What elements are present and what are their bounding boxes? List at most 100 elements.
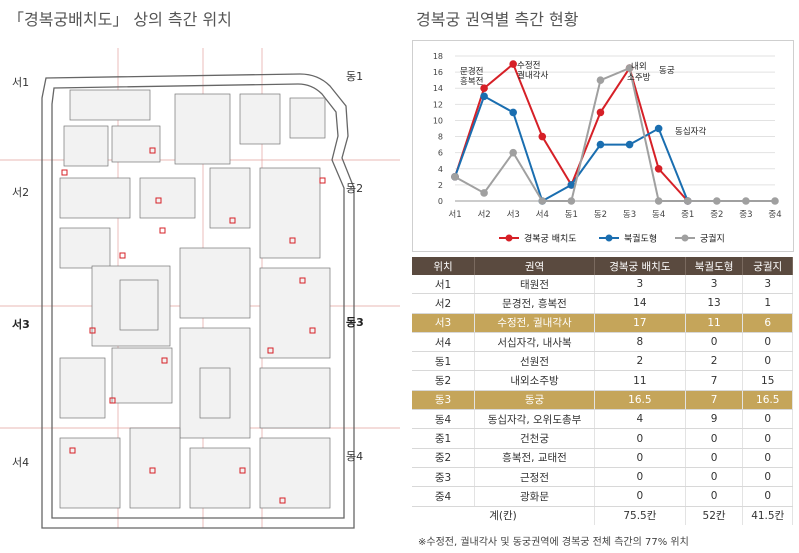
data-point bbox=[596, 108, 605, 117]
cell-area: 광화문 bbox=[474, 486, 595, 507]
cell-records: 0 bbox=[742, 428, 793, 449]
cell-palace-map: 0 bbox=[594, 428, 686, 449]
y-tick-label: 6 bbox=[438, 149, 443, 158]
cell-position: 중4 bbox=[412, 486, 475, 507]
annotation-label: 내외 bbox=[631, 61, 647, 72]
header-north-map: 북궐도형 bbox=[685, 257, 744, 275]
x-tick-label: 동1 bbox=[565, 210, 578, 220]
y-tick-label: 18 bbox=[433, 52, 443, 61]
cell-north-map: 2 bbox=[685, 351, 744, 372]
cell-palace-map: 17 bbox=[594, 313, 686, 333]
cell-records: 3 bbox=[742, 275, 793, 295]
data-point bbox=[596, 76, 605, 84]
table-body: 서1 태원전 3 3 3 서2 문경전, 흥복전 14 13 1 서3 수정전, 궐내각사 17 11 6 서… bbox=[412, 275, 793, 525]
footnote: ※수정전, 궐내각사 및 동궁권역에 경복궁 전체 측간의 77% 위치 bbox=[418, 537, 689, 548]
data-point bbox=[538, 197, 547, 205]
legend-marker bbox=[505, 234, 513, 242]
data-point bbox=[509, 60, 517, 68]
table-row: 동1 선원전 2 2 0 bbox=[412, 351, 793, 372]
header-position: 위치 bbox=[412, 257, 475, 275]
table-header-row: 위치 권역 경복궁 배치도 북궐도형 궁궐지 bbox=[412, 257, 793, 275]
toilet-count-table: 위치 권역 경복궁 배치도 북궐도형 궁궐지 서1 태원전 3 3 3 서2 문경전, 흥복… bbox=[412, 257, 793, 525]
map-label-west3: 서3 bbox=[12, 317, 30, 331]
cell-palace-map: 4 bbox=[594, 409, 686, 430]
cell-north-map: 7 bbox=[685, 390, 744, 411]
table-row: 중2 흥복전, 교태전 0 0 0 bbox=[412, 448, 793, 468]
cell-north-map: 7 bbox=[685, 370, 744, 391]
cell-area: 문경전, 흥복전 bbox=[474, 293, 595, 314]
cell-palace-map: 0 bbox=[594, 448, 686, 468]
cell-north-map: 0 bbox=[685, 467, 744, 488]
cell-position: 동2 bbox=[412, 370, 475, 391]
map-label-east3: 동3 bbox=[346, 316, 364, 329]
data-point bbox=[509, 148, 517, 157]
cell-position: 서2 bbox=[412, 293, 475, 314]
table-row: 중1 건천궁 0 0 0 bbox=[412, 428, 793, 449]
cell-area: 근정전 bbox=[474, 467, 595, 488]
cell-palace-map: 14 bbox=[594, 293, 686, 314]
data-point bbox=[771, 197, 779, 205]
x-tick-label: 동4 bbox=[652, 210, 665, 220]
cell-records: 0 bbox=[742, 467, 793, 488]
cell-records: 0 bbox=[742, 486, 793, 507]
annotation-label: 수정전 bbox=[517, 60, 540, 71]
table-row: 서1 태원전 3 3 3 bbox=[412, 275, 793, 295]
map-label-east2: 동2 bbox=[346, 182, 363, 195]
cell-north-map: 0 bbox=[685, 428, 744, 449]
map-label-west1: 서1 bbox=[12, 76, 29, 89]
header-palace-map: 경복궁 배치도 bbox=[594, 257, 686, 275]
total-north-map: 52칸 bbox=[685, 506, 744, 525]
cell-records: 6 bbox=[742, 313, 793, 333]
cell-north-map: 0 bbox=[685, 332, 744, 353]
cell-north-map: 3 bbox=[685, 275, 744, 295]
annotation-label: 문경전 bbox=[460, 66, 483, 77]
y-tick-label: 0 bbox=[438, 197, 443, 206]
cell-area: 서십자각, 내사복 bbox=[474, 332, 595, 353]
cell-area: 내외소주방 bbox=[474, 370, 595, 391]
legend-label: 궁궐지 bbox=[700, 234, 725, 245]
cell-position: 서1 bbox=[412, 275, 475, 295]
data-point bbox=[596, 140, 605, 149]
cell-palace-map: 3 bbox=[594, 275, 686, 295]
cell-palace-map: 0 bbox=[594, 486, 686, 507]
x-tick-label: 서2 bbox=[477, 210, 490, 220]
cell-area: 건천궁 bbox=[474, 428, 595, 449]
cell-records: 0 bbox=[742, 332, 793, 353]
x-tick-label: 중1 bbox=[681, 210, 694, 220]
table-row: 동3 동궁 16.5 7 16.5 bbox=[412, 390, 793, 411]
annotation-label: 흥복전 bbox=[460, 76, 483, 87]
data-point bbox=[742, 197, 750, 205]
data-point bbox=[654, 164, 663, 173]
cell-position: 동4 bbox=[412, 409, 475, 430]
total-records: 41.5칸 bbox=[742, 506, 793, 525]
cell-area: 수정전, 궐내각사 bbox=[474, 313, 595, 333]
table-row: 동4 동십자각, 오위도총부 4 9 0 bbox=[412, 409, 793, 430]
cell-palace-map: 0 bbox=[594, 467, 686, 488]
chart-frame: 0 2 4 6 8 10 12 14 16 18 서1 서2 서3 서4 동1 동2 동3 동4 중1 중2 중3 중4 문… bbox=[412, 40, 794, 252]
x-tick-label: 서3 bbox=[507, 210, 520, 220]
total-label: 계(칸) bbox=[412, 506, 595, 525]
cell-palace-map: 2 bbox=[594, 351, 686, 372]
cell-north-map: 0 bbox=[685, 448, 744, 468]
y-tick-label: 10 bbox=[433, 116, 443, 125]
cell-position: 동3 bbox=[412, 390, 475, 411]
data-point bbox=[625, 64, 634, 72]
y-tick-label: 2 bbox=[438, 181, 443, 190]
cell-area: 태원전 bbox=[474, 275, 595, 295]
data-point bbox=[480, 189, 488, 197]
y-tick-label: 14 bbox=[433, 84, 443, 93]
data-point bbox=[567, 181, 576, 189]
cell-position: 서3 bbox=[412, 313, 475, 333]
cell-records: 15 bbox=[742, 370, 793, 391]
legend-label: 북궐도형 bbox=[624, 234, 657, 245]
header-area: 권역 bbox=[474, 257, 595, 275]
cell-records: 0 bbox=[742, 409, 793, 430]
legend-marker bbox=[605, 234, 613, 242]
table-total-row: 계(칸) 75.5칸 52칸 41.5칸 bbox=[412, 506, 793, 525]
data-point bbox=[480, 84, 488, 93]
data-point bbox=[451, 173, 459, 181]
data-point bbox=[654, 124, 663, 133]
y-tick-label: 12 bbox=[433, 100, 443, 109]
cell-area: 흥복전, 교태전 bbox=[474, 448, 595, 468]
cell-records: 1 bbox=[742, 293, 793, 314]
